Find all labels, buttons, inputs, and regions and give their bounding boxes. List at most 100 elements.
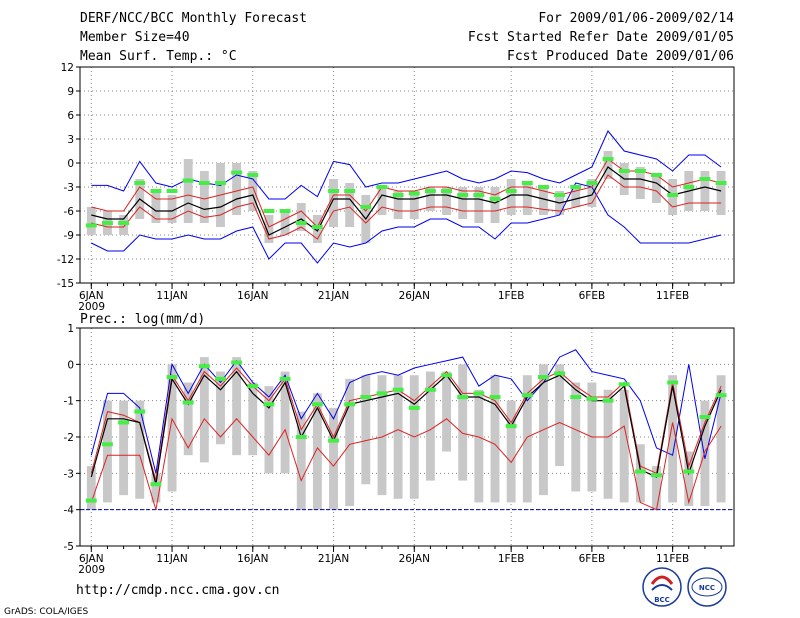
temperature-panel: 12 9 6 3 0 -3 -6 -9 -12 -15 6JAN 11JAN 16JAN 21JAN 26J…	[57, 62, 735, 313]
prec-median-mark	[344, 402, 356, 407]
prec-spread-bar	[361, 375, 371, 485]
prec-median-mark	[570, 395, 582, 400]
prec-xtick-label: 11FEB	[656, 553, 689, 565]
prec-median-mark	[634, 469, 646, 474]
prec-median-mark	[118, 420, 130, 425]
temp-median-mark	[602, 157, 614, 161]
prec-xtick-label: 26JAN	[399, 553, 430, 565]
temp-median-mark	[489, 197, 501, 201]
temp-spread-bar	[571, 187, 581, 207]
bcc-logo: BCC	[642, 567, 682, 607]
temp-median-mark	[150, 189, 162, 193]
temp-spread-bar	[716, 171, 726, 215]
prec-ytick-label: 1	[67, 323, 74, 335]
temp-ytick-label: 6	[67, 110, 74, 122]
temp-spread-bar	[377, 187, 387, 215]
temp-median-mark	[360, 205, 372, 209]
forecast-start-date: Fcst Started Refer Date 2009/01/05	[468, 30, 734, 45]
prec-xtick-label: 1FEB	[498, 553, 525, 565]
temp-spread-bar	[539, 187, 548, 215]
temp-spread-bar	[409, 191, 419, 219]
prec-spread-bar	[619, 389, 629, 503]
prec-median-mark	[134, 409, 146, 414]
temp-median-mark	[586, 181, 598, 185]
prec-xtick-label: 16JAN	[237, 553, 268, 565]
prec-spread-bar	[280, 371, 290, 474]
prec-median-mark	[360, 395, 372, 400]
temp-xtick-label: 1FEB	[498, 290, 525, 302]
prec-spread-bar	[571, 382, 581, 492]
prec-spread-bar	[135, 400, 145, 499]
prec-median-mark	[424, 387, 436, 392]
prec-spread-bar	[264, 386, 274, 474]
temp-median-mark	[570, 185, 582, 189]
prec-spread-bar	[555, 364, 565, 467]
member-size-label: Member Size=40	[80, 30, 190, 45]
prec-median-mark	[699, 415, 711, 420]
temp-spread-bar	[183, 159, 193, 223]
figure-title: DERF/NCC/BCC Monthly Forecast	[80, 11, 307, 26]
prec-spread-bar	[86, 466, 96, 510]
temp-median-mark	[279, 209, 291, 213]
temp-median-mark	[215, 181, 226, 185]
prec-spread-bar	[506, 400, 516, 503]
prec-lower-line	[90, 417, 722, 511]
source-url: http://cmdp.ncc.cma.gov.cn	[76, 583, 280, 598]
prec-spread-bar	[248, 382, 258, 456]
prec-median-mark	[473, 391, 485, 396]
temp-median-mark	[344, 189, 356, 193]
prec-median-mark	[166, 375, 178, 380]
ncc-logo-globe	[691, 577, 723, 597]
temp-max-line	[91, 130, 722, 200]
prec-median-mark	[263, 402, 275, 407]
temp-median-mark	[392, 193, 404, 197]
temp-spread-bar	[232, 163, 242, 215]
ncc-logo: NCC	[687, 567, 727, 607]
prec-spread-bar	[103, 400, 112, 503]
grads-credit: GrADS: COLA/IGES	[4, 607, 88, 617]
temp-median-mark	[408, 191, 420, 196]
temp-lower-line	[91, 174, 722, 240]
temp-spread-bar	[700, 171, 710, 211]
prec-median-mark	[215, 376, 226, 381]
temp-spread-bar	[442, 187, 452, 215]
temp-median-mark	[311, 225, 323, 229]
prec-spread-bar	[603, 389, 613, 499]
prec-year-label: 2009	[78, 564, 105, 576]
prec-median-mark	[376, 391, 388, 396]
bcc-logo-circle	[642, 567, 682, 607]
prec-max-line	[90, 349, 722, 474]
prec-spread-bar	[377, 375, 387, 496]
bcc-logo-text: BCC	[654, 596, 670, 604]
prec-spread-bar	[668, 375, 678, 503]
temp-spread-bar	[506, 179, 516, 215]
ncc-logo-text: NCC	[699, 584, 715, 592]
prec-spread-bar	[474, 389, 484, 503]
temp-median-mark	[182, 178, 194, 183]
temp-median-mark	[424, 189, 436, 193]
prec-mean-line	[90, 370, 722, 485]
temp-spread-bar	[151, 191, 161, 223]
precipitation-variable-label: Prec.: log(mm/d)	[80, 312, 205, 327]
prec-upper-line	[90, 367, 722, 481]
temp-xtick-label: 21JAN	[318, 290, 349, 302]
prec-ytick-label: -4	[64, 505, 75, 517]
temp-spread-bar	[248, 171, 258, 211]
temp-year-label: 2009	[78, 301, 105, 313]
temp-min-line	[91, 182, 722, 264]
temp-xtick-label: 6JAN	[79, 290, 104, 302]
prec-median-mark	[328, 438, 339, 443]
prec-median-mark	[554, 371, 566, 376]
prec-ytick-label: 0	[67, 359, 74, 371]
temp-spread-bar	[490, 187, 500, 223]
temp-median-mark	[198, 181, 210, 185]
forecast-produced-date: Fcst Produced Date 2009/01/06	[507, 49, 734, 64]
temp-ytick-label: 9	[67, 86, 74, 98]
temp-spread-bar	[345, 183, 355, 227]
temp-median-mark	[166, 189, 178, 193]
prec-median-mark	[311, 402, 323, 407]
temp-spread-bar	[167, 195, 177, 223]
prec-median-mark	[538, 375, 549, 380]
prec-spread-bar	[232, 357, 242, 456]
